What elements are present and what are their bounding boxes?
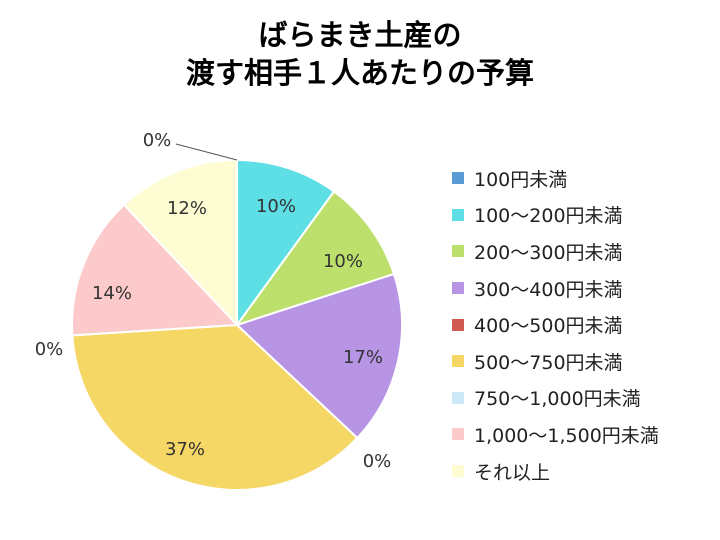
legend-swatch <box>452 355 464 368</box>
legend-label: 1,000〜1,500円未満 <box>474 424 659 447</box>
legend-item: 200〜300円未満 <box>452 233 714 270</box>
legend-item: 100〜200円未満 <box>452 197 714 234</box>
data-label: 0% <box>143 130 172 151</box>
legend-item: それ以上 <box>452 453 714 490</box>
pie-slice <box>71 323 359 491</box>
legend-label: 100円未満 <box>474 168 568 191</box>
chart-title: ばらまき土産の 渡す相手１人あたりの予算 <box>0 16 720 92</box>
pie-slice <box>234 190 396 327</box>
legend-label: 200〜300円未満 <box>474 241 623 264</box>
legend-item: 300〜400円未満 <box>452 270 714 307</box>
legend-item: 100円未満 <box>452 160 714 197</box>
legend-swatch <box>452 318 464 331</box>
legend-item: 750〜1,000円未満 <box>452 380 714 417</box>
label-leader-line <box>175 143 238 161</box>
legend-label: それ以上 <box>474 461 551 484</box>
legend-swatch <box>452 172 464 185</box>
legend-item: 400〜500円未満 <box>452 306 714 343</box>
legend-swatch <box>452 208 464 221</box>
data-label: 10% <box>323 251 363 272</box>
legend-swatch <box>452 391 464 404</box>
data-label: 17% <box>343 347 383 368</box>
data-label: 14% <box>92 283 132 304</box>
legend-label: 750〜1,000円未満 <box>474 388 641 411</box>
legend-swatch <box>452 245 464 258</box>
pie-slice <box>71 203 240 337</box>
legend-swatch <box>452 282 464 295</box>
pie-slice <box>236 158 336 329</box>
data-label: 0% <box>35 339 64 360</box>
data-label: 37% <box>165 439 205 460</box>
legend-label: 300〜400円未満 <box>474 278 623 301</box>
chart-title-line-1: ばらまき土産の <box>258 18 462 52</box>
chart-legend: 100円未満 100〜200円未満 200〜300円未満 300〜400円未満 400〜… <box>452 160 714 489</box>
legend-swatch <box>452 428 464 441</box>
data-label: 0% <box>363 451 392 472</box>
legend-item: 500〜750円未満 <box>452 343 714 380</box>
legend-label: 400〜500円未満 <box>474 315 623 338</box>
data-label: 10% <box>256 196 296 217</box>
legend-swatch <box>452 465 464 478</box>
pie-slice <box>122 158 238 328</box>
data-label: 12% <box>167 198 207 219</box>
legend-label: 500〜750円未満 <box>474 351 623 374</box>
chart-title-line-2: 渡す相手１人あたりの予算 <box>185 56 534 90</box>
legend-label: 100〜200円未満 <box>474 205 623 228</box>
legend-item: 1,000〜1,500円未満 <box>452 416 714 453</box>
pie-slice <box>235 272 403 440</box>
